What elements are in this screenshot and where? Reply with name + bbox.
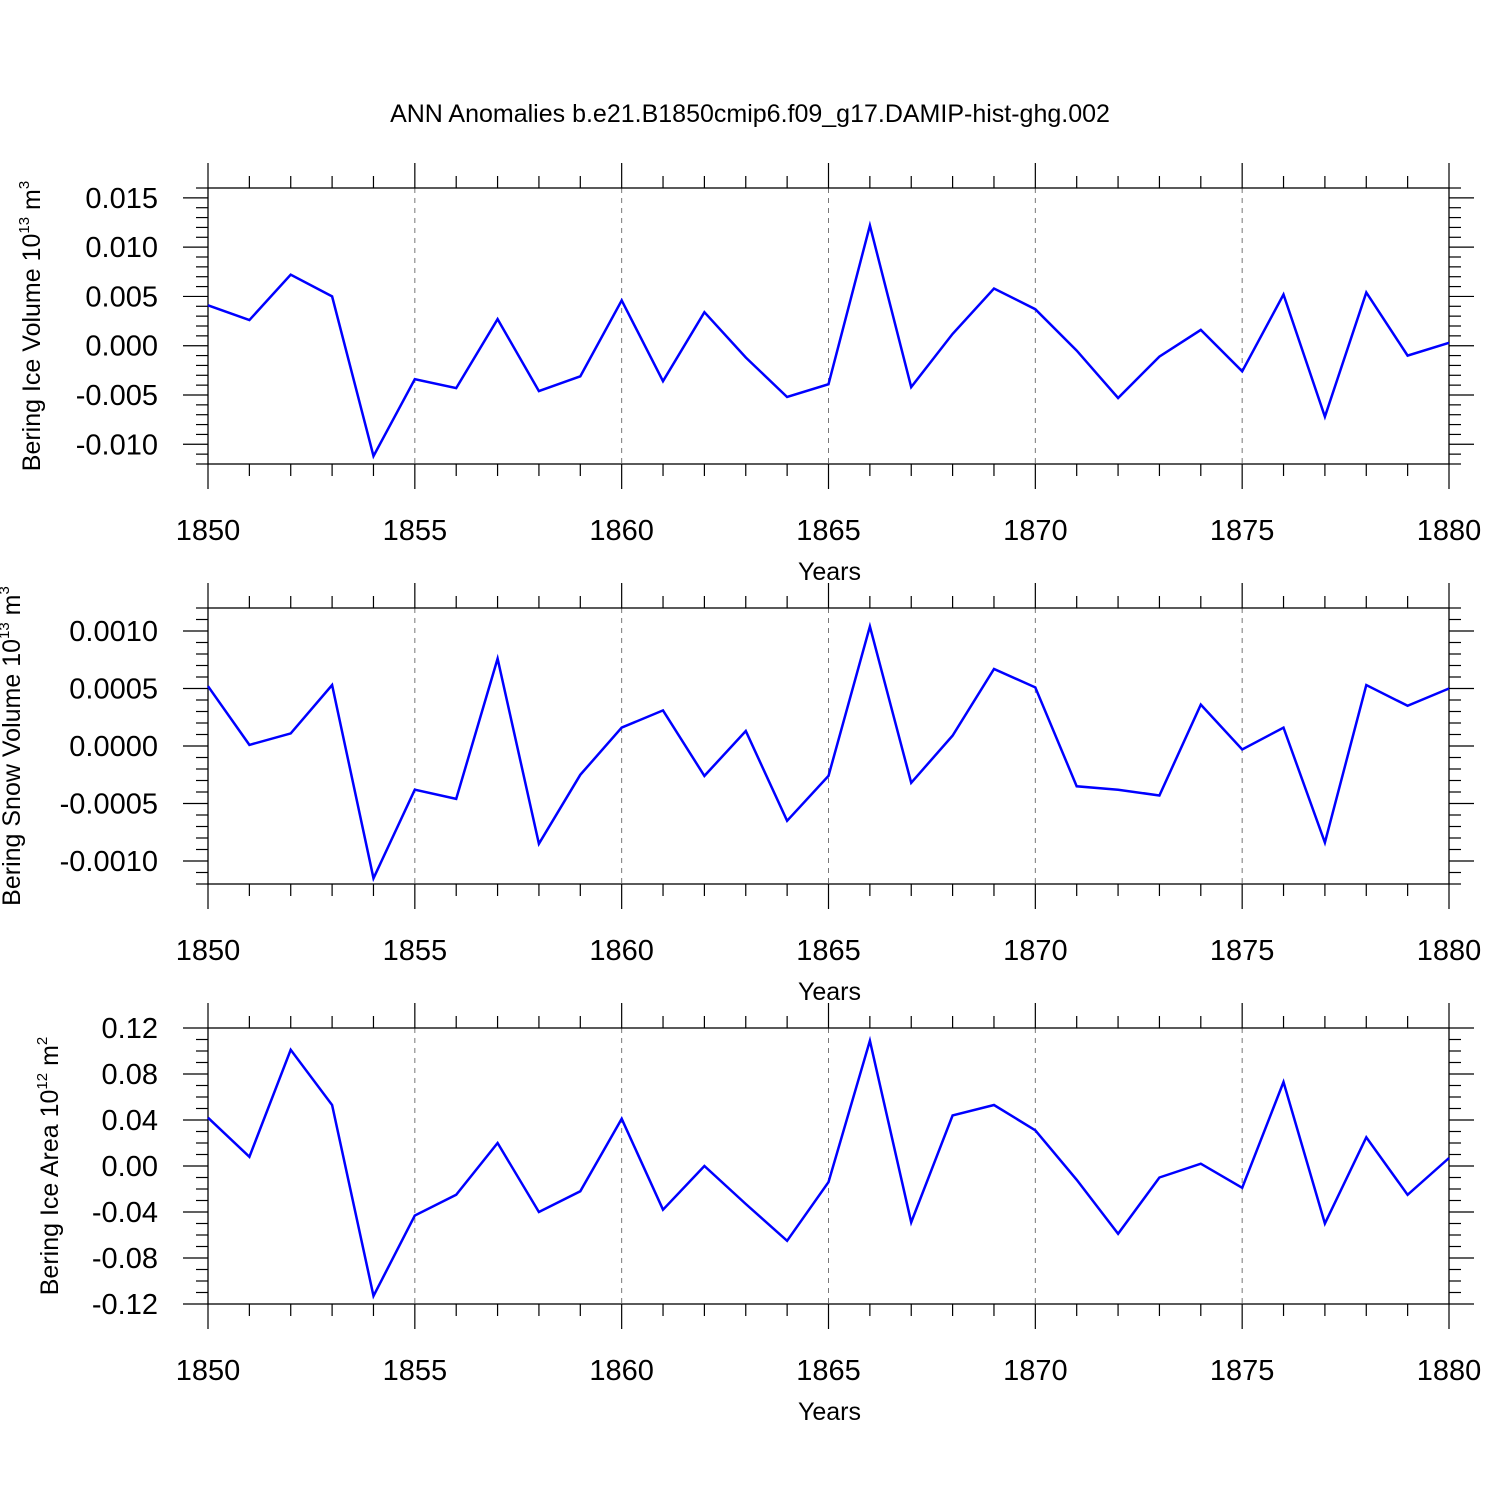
x-tick-label: 1855: [383, 1355, 448, 1387]
x-tick-label: 1850: [176, 1355, 241, 1387]
x-tick-label: 1875: [1210, 1355, 1275, 1387]
y-tick-label: 0.0010: [69, 616, 158, 648]
y-tick-label: -0.0010: [60, 846, 158, 878]
data-series-line: [207, 220, 1450, 460]
x-tick-label: 1865: [796, 1355, 861, 1387]
x-axis-label: Years: [798, 558, 861, 586]
x-tick-label: 1875: [1210, 935, 1275, 967]
x-tick-label: 1880: [1417, 935, 1482, 967]
y-tick-label: 0.0005: [69, 674, 158, 706]
x-tick-label: 1855: [383, 515, 448, 547]
y-tick-label: -0.04: [92, 1197, 158, 1229]
panel-2: 1850 1855 1860 1865 1870 1875 1880 Years -0.0010…: [0, 583, 1481, 1006]
y-axis-label-unit-exponent: 2: [34, 1037, 51, 1045]
y-tick-label: 0.005: [85, 281, 158, 313]
y-tick-label: -0.010: [76, 429, 158, 461]
y-tick-label: 0.00: [102, 1151, 158, 1183]
y-axis-label-main: Bering Ice Area 10: [36, 1090, 64, 1296]
y-axis-label-unit: m: [36, 1045, 64, 1073]
x-tick-label: 1875: [1210, 515, 1275, 547]
x-axis-label: Years: [798, 1398, 861, 1426]
y-tick-label: 0.08: [102, 1059, 158, 1091]
y-axis-label-exponent: 13: [0, 622, 13, 639]
y-axis-label-exponent: 12: [34, 1073, 51, 1090]
x-tick-label: 1870: [1003, 935, 1068, 967]
x-tick-label: 1850: [176, 515, 241, 547]
y-axis-label-unit: m: [18, 189, 46, 217]
y-axis-label-unit: m: [0, 595, 26, 623]
x-tick-label: 1860: [589, 1355, 654, 1387]
y-tick-label: 0.010: [85, 232, 158, 264]
y-axis-label: Bering Ice Area 1012 m2: [34, 1037, 64, 1296]
x-tick-label: 1850: [176, 935, 241, 967]
x-tick-label: 1880: [1417, 1355, 1482, 1387]
x-axis-label: Years: [798, 978, 861, 1006]
y-tick-label: 0.000: [85, 331, 158, 363]
panels: 1850 1855 1860 1865 1870 1875 1880 Years -0.010 -…: [0, 163, 1481, 1426]
y-axis-label-unit-exponent: 3: [0, 586, 13, 594]
y-axis-label-main: Bering Snow Volume 10: [0, 639, 26, 906]
data-series-line: [206, 621, 1450, 883]
x-tick-label: 1865: [796, 515, 861, 547]
x-tick-label: 1870: [1003, 1355, 1068, 1387]
panel-1: 1850 1855 1860 1865 1870 1875 1880 Years -0.010 -…: [16, 163, 1481, 586]
y-axis-label-exponent: 13: [16, 217, 33, 234]
y-tick-label: 0.04: [102, 1105, 158, 1137]
y-axis-label-unit-exponent: 3: [16, 181, 33, 189]
x-tick-label: 1855: [383, 935, 448, 967]
y-tick-label: -0.0005: [60, 789, 158, 821]
y-tick-label: -0.005: [76, 380, 158, 412]
x-tick-label: 1870: [1003, 515, 1068, 547]
y-tick-label: -0.08: [92, 1243, 158, 1275]
x-tick-label: 1865: [796, 935, 861, 967]
data-series-line: [207, 1035, 1450, 1300]
y-axis-label-main: Bering Ice Volume 10: [18, 234, 46, 472]
x-tick-label: 1880: [1417, 515, 1482, 547]
chart-title: ANN Anomalies b.e21.B1850cmip6.f09_g17.D…: [390, 100, 1110, 128]
y-axis-label: Bering Ice Volume 1013 m3: [16, 181, 46, 471]
y-tick-label: -0.12: [92, 1289, 158, 1321]
y-tick-label: 0.015: [85, 183, 158, 215]
y-axis-label: Bering Snow Volume 1013 m3: [0, 586, 26, 906]
y-tick-label: 0.0000: [69, 731, 158, 763]
x-tick-label: 1860: [589, 935, 654, 967]
x-tick-label: 1860: [589, 515, 654, 547]
y-tick-label: 0.12: [102, 1013, 158, 1045]
panel-3: 1850 1855 1860 1865 1870 1875 1880 Years -0.12 -0…: [34, 1003, 1481, 1426]
